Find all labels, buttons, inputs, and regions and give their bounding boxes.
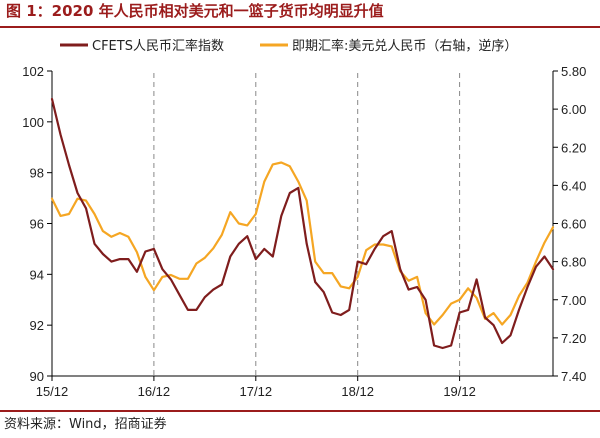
plot-frame bbox=[51, 71, 554, 377]
series-line-cfets bbox=[50, 97, 555, 350]
chart-title: 图 1：2020 年人民币相对美元和一篮子货币均明显升值 bbox=[6, 2, 384, 20]
left-tick-label: 96 bbox=[30, 217, 44, 232]
left-tick-label: 102 bbox=[22, 64, 44, 79]
series-line-usdcny bbox=[50, 161, 555, 326]
x-tick-label: 16/12 bbox=[138, 384, 171, 399]
right-tick-label: 5.80 bbox=[561, 64, 586, 79]
right-tick-label: 6.40 bbox=[561, 178, 586, 193]
right-tick-label: 6.80 bbox=[561, 255, 586, 270]
x-axis-ticks: 15/12 16/12 17/12 18/12 19/12 bbox=[36, 376, 476, 399]
title-rule bbox=[0, 26, 600, 28]
left-tick-label: 94 bbox=[30, 267, 44, 282]
left-tick-label: 100 bbox=[22, 115, 44, 130]
left-tick-label: 98 bbox=[30, 166, 44, 181]
right-tick-label: 7.40 bbox=[561, 369, 586, 384]
source-note: 资料来源：Wind，招商证券 bbox=[4, 417, 167, 432]
vertical-dashed-lines bbox=[153, 73, 461, 376]
right-tick-label: 7.00 bbox=[561, 293, 586, 308]
left-tick-label: 92 bbox=[30, 318, 44, 333]
x-tick-label: 18/12 bbox=[341, 384, 374, 399]
x-tick-label: 17/12 bbox=[240, 384, 273, 399]
right-axis-ticks: 5.80 6.00 6.20 6.40 6.60 6.80 7.00 7.20 7.40 bbox=[553, 64, 586, 384]
right-tick-label: 6.60 bbox=[561, 217, 586, 232]
left-tick-label: 90 bbox=[30, 369, 44, 384]
left-axis-ticks: 90 92 94 96 98 100 102 bbox=[22, 64, 52, 384]
source-rule bbox=[0, 410, 600, 412]
series-layer bbox=[50, 97, 555, 350]
x-tick-label: 15/12 bbox=[36, 384, 69, 399]
legend-label-cfets: CFETS人民币汇率指数 bbox=[92, 38, 224, 54]
right-tick-label: 6.20 bbox=[561, 140, 586, 155]
x-tick-label: 19/12 bbox=[443, 384, 476, 399]
right-tick-label: 6.00 bbox=[561, 102, 586, 117]
line-chart: 90 92 94 96 98 100 102 5.80 6.00 6.20 6.40 6.60 6.8… bbox=[22, 38, 586, 399]
right-tick-label: 7.20 bbox=[561, 331, 586, 346]
legend-label-usdcny: 即期汇率:美元兑人民币（右轴，逆序） bbox=[292, 38, 517, 54]
legend: CFETS人民币汇率指数 即期汇率:美元兑人民币（右轴，逆序） bbox=[60, 38, 517, 54]
